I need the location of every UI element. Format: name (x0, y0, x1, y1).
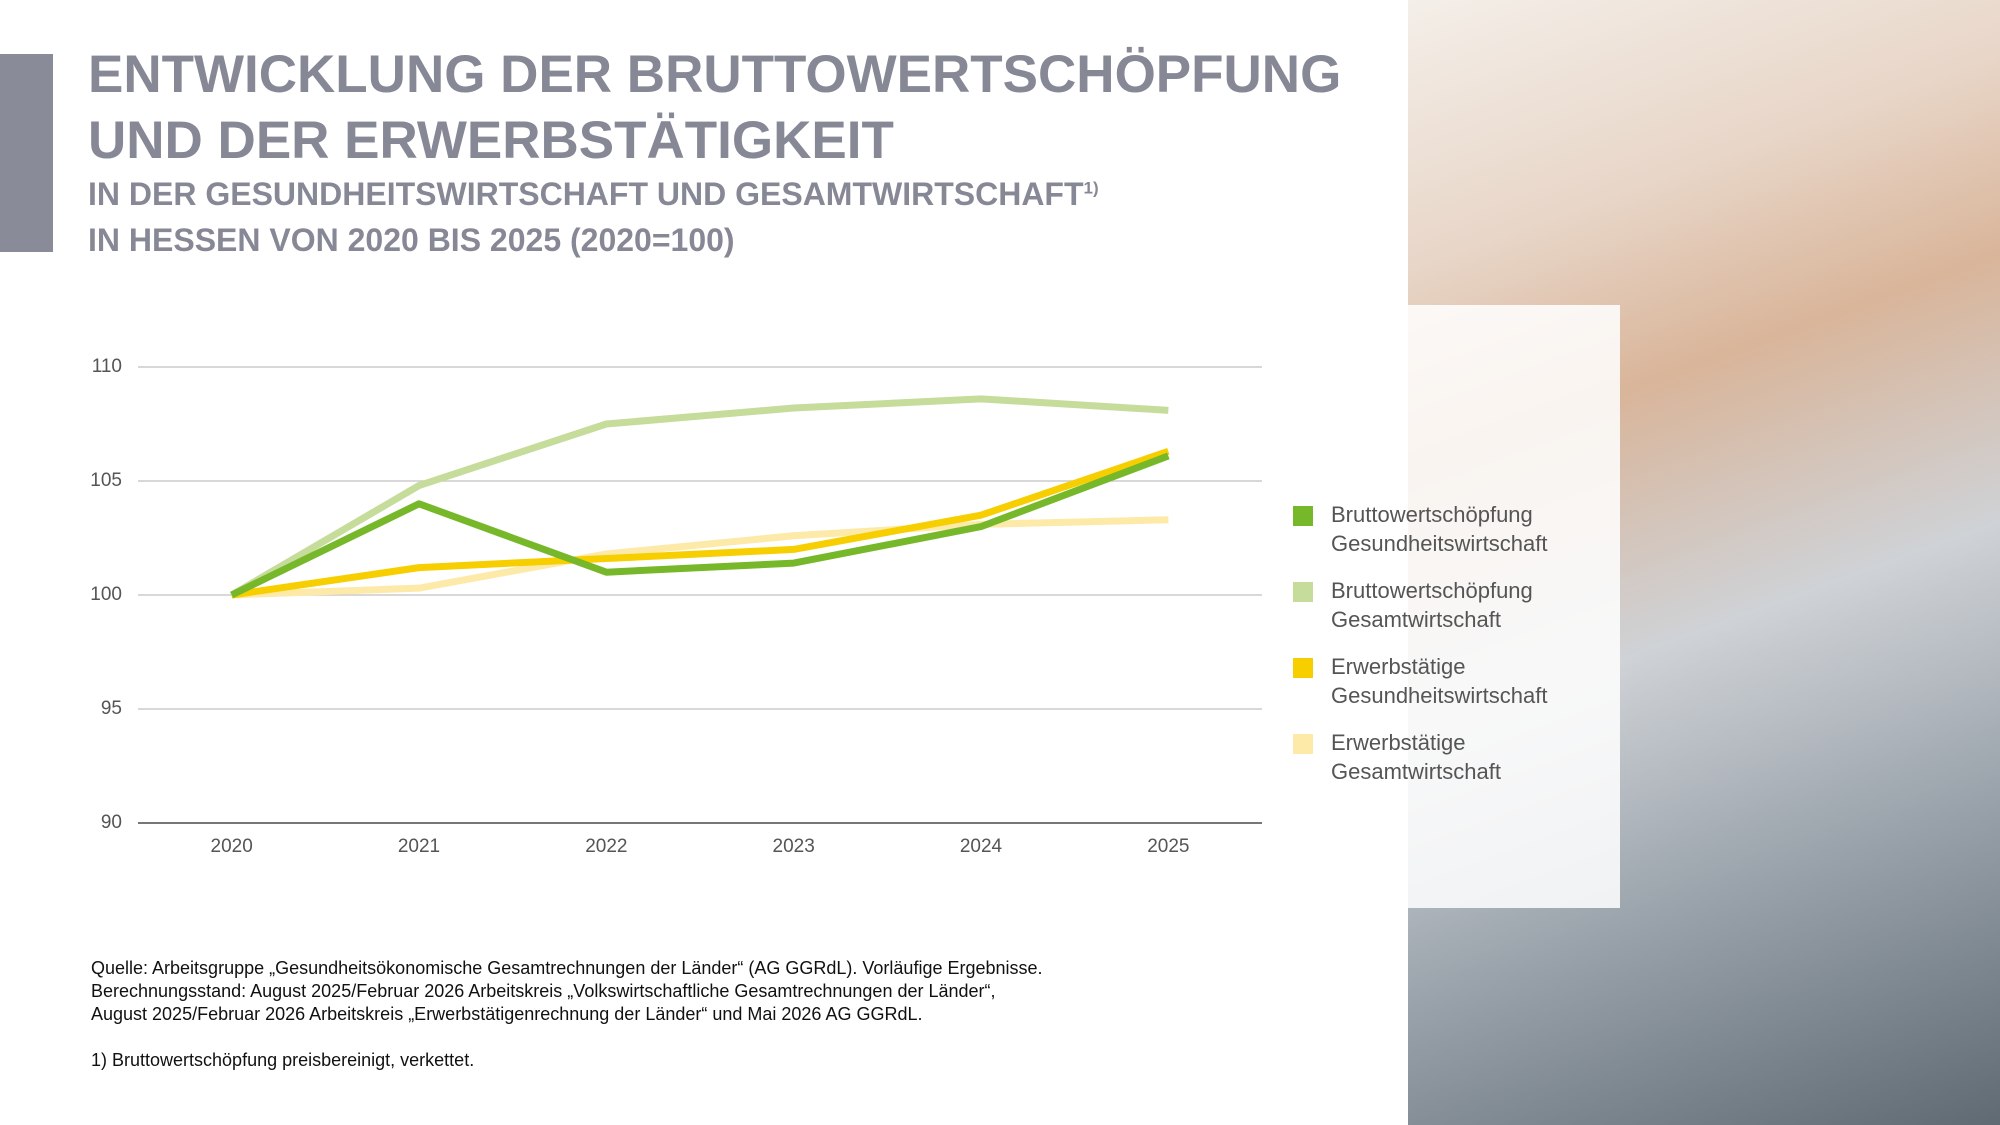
legend-label: Erwerbstätige Gesundheitswirtschaft (1331, 654, 1548, 708)
legend-swatch (1293, 582, 1313, 602)
subtitle-note: 1) (1083, 178, 1099, 198)
x-tick-label: 2023 (773, 836, 815, 857)
legend-item: Erwerbstätige Gesundheitswirtschaft (1293, 652, 1591, 728)
note: August 2025/Februar 2026 Arbeitskreis „E… (91, 1004, 923, 1024)
y-tick-label: 110 (92, 356, 122, 377)
legend-swatch (1293, 506, 1313, 526)
legend: Bruttowertschöpfung Gesundheitswirtschaf… (1293, 500, 1591, 804)
subtitle: IN DER GESUNDHEITSWIRTSCHAFT UND GESAMTW… (88, 176, 1084, 212)
subtitle2: IN HESSEN VON 2020 BIS 2025 (2020=100) (88, 222, 735, 258)
subtitle-line: IN DER GESUNDHEITSWIRTSCHAFT UND GESAMTW… (88, 176, 1099, 213)
series-line (231, 516, 1169, 599)
x-tick-label: 2024 (960, 836, 1003, 857)
notes: Quelle: Arbeitsgruppe „Gesundheitsökonom… (91, 957, 1043, 1072)
series-line (231, 448, 1170, 599)
y-tick-label: 105 (90, 470, 122, 491)
chart-title: ENTWICKLUNG DER BRUTTOWERTSCHÖPFUNG UND … (88, 45, 1342, 170)
note: Quelle: Arbeitsgruppe „Gesundheitsökonom… (91, 958, 1043, 978)
x-tick-label: 2021 (398, 836, 440, 857)
series-line (230, 452, 1170, 599)
legend-swatch (1293, 734, 1313, 754)
chart: 90 95 100 105 110 2020 2021 2022 2023 2024 2025 (90, 356, 1262, 857)
legend-label: Bruttowertschöpfung Gesundheitswirtschaf… (1331, 502, 1548, 556)
x-tick-label: 2025 (1147, 836, 1189, 857)
legend-label: Bruttowertschöpfung Gesamtwirtschaft (1331, 578, 1533, 632)
x-tick-label: 2020 (211, 836, 253, 857)
note: Berechnungsstand: August 2025/Februar 20… (91, 981, 996, 1001)
photo-overlay (1406, 305, 1620, 908)
x-tick-label: 2022 (585, 836, 627, 857)
legend-item: Bruttowertschöpfung Gesundheitswirtschaf… (1293, 500, 1591, 576)
y-tick-label: 90 (101, 812, 122, 833)
legend-label: Erwerbstätige Gesamtwirtschaft (1331, 730, 1501, 784)
accent-bar (0, 54, 53, 252)
legend-swatch (1293, 658, 1313, 678)
y-tick-label: 100 (90, 584, 122, 605)
y-tick-label: 95 (101, 698, 122, 719)
legend-item: Erwerbstätige Gesamtwirtschaft (1293, 728, 1591, 804)
note: 1) Bruttowertschöpfung preisbereinigt, v… (91, 1050, 475, 1070)
legend-item: Bruttowertschöpfung Gesamtwirtschaft (1293, 576, 1591, 652)
series-line (229, 395, 1169, 599)
